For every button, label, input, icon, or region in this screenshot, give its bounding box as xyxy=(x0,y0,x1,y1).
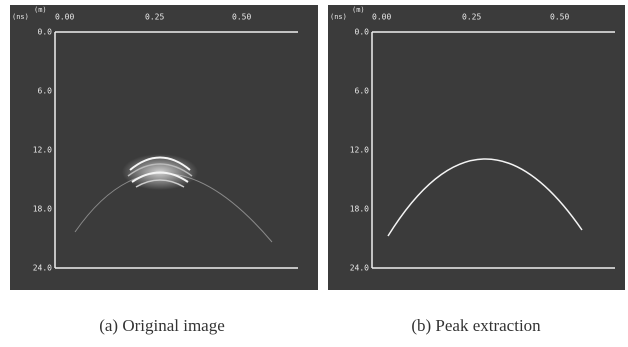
y-tick-label: 12.0 xyxy=(350,146,369,155)
panel-a: (ns) (m) 0.00 0.25 0.50 0.0 6.0 12.0 18.… xyxy=(10,5,318,290)
panel-b: (ns) (m) 0.00 0.25 0.50 0.0 6.0 12.0 18.… xyxy=(328,5,625,290)
y-tick-label: 0.0 xyxy=(355,28,370,37)
x-unit: (m) xyxy=(352,6,365,14)
x-tick-label: 0.25 xyxy=(462,13,481,22)
y-tick-label: 0.0 xyxy=(38,28,53,37)
page: {"panels": [ {"unit_y": "(ns)", "unit_x"… xyxy=(0,0,628,347)
x-tick-label: 0.50 xyxy=(232,13,251,22)
x-tick-label: 0.25 xyxy=(145,13,164,22)
y-tick-label: 18.0 xyxy=(350,205,369,214)
image-background xyxy=(10,5,318,290)
y-unit: (ns) xyxy=(330,13,347,21)
y-unit: (ns) xyxy=(12,13,29,21)
y-tick-label: 6.0 xyxy=(38,87,53,96)
x-unit: (m) xyxy=(34,6,47,14)
caption: (b) Peak extraction xyxy=(411,316,541,335)
x-tick-label: 0.00 xyxy=(372,13,391,22)
y-tick-label: 6.0 xyxy=(355,87,370,96)
x-tick-label: 0.00 xyxy=(55,13,74,22)
x-tick-label: 0.50 xyxy=(550,13,569,22)
caption: (a) Original image xyxy=(99,316,225,335)
y-tick-label: 24.0 xyxy=(350,264,369,273)
figure: (ns) (m) 0.00 0.25 0.50 0.0 6.0 12.0 18.… xyxy=(0,0,628,347)
y-tick-label: 12.0 xyxy=(33,146,52,155)
y-tick-label: 18.0 xyxy=(33,205,52,214)
y-tick-label: 24.0 xyxy=(33,264,52,273)
